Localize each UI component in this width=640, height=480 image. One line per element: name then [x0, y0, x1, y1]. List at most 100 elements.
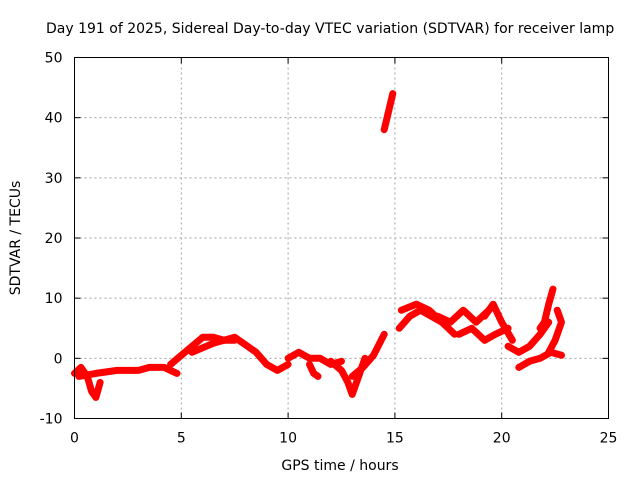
data-point-marker	[189, 349, 195, 356]
data-point-marker	[384, 111, 391, 118]
x-tick-label: 10	[279, 431, 297, 447]
data-point-marker	[225, 336, 232, 342]
data-point-marker	[388, 96, 395, 103]
data-point-marker	[219, 337, 226, 344]
data-point-marker	[373, 347, 380, 354]
data-point-marker	[95, 385, 102, 392]
data-point-marker	[381, 331, 388, 338]
data-point-marker	[385, 108, 392, 115]
y-tick-label: 40	[45, 111, 63, 127]
data-point-marker	[543, 310, 550, 317]
data-point-marker	[546, 298, 553, 305]
series-satellite-pass-12	[434, 306, 493, 326]
data-point-marker	[338, 358, 345, 365]
data-point-marker	[537, 325, 544, 332]
data-point-marker	[384, 114, 391, 121]
data-point-marker	[202, 343, 209, 350]
data-point-marker	[531, 356, 538, 363]
data-point-marker	[548, 292, 555, 299]
data-point-marker	[404, 304, 411, 311]
data-point-marker	[353, 379, 360, 386]
x-tick-label: 25	[600, 431, 618, 447]
data-point-marker	[86, 382, 93, 389]
data-point-marker	[529, 357, 536, 364]
data-point-marker	[556, 313, 563, 320]
series-satellite-pass-9	[380, 90, 397, 134]
y-tick-label: 30	[45, 171, 63, 187]
data-point-marker	[556, 325, 563, 332]
data-point-marker	[87, 385, 94, 392]
data-point-marker	[222, 336, 229, 343]
series-satellite-pass-6	[306, 360, 322, 380]
data-point-marker	[398, 307, 405, 314]
y-tick-label: 10	[45, 291, 63, 307]
y-tick-label: 50	[45, 51, 63, 67]
data-point-marker	[389, 93, 396, 100]
data-point-marker	[354, 376, 361, 383]
data-series	[71, 90, 565, 401]
data-point-marker	[545, 304, 551, 311]
y-tick-label: 20	[45, 231, 63, 247]
data-point-marker	[549, 289, 556, 296]
data-point-marker	[86, 379, 92, 386]
data-point-marker	[93, 391, 100, 398]
x-tick-label: 20	[493, 431, 511, 447]
data-point-marker	[386, 105, 393, 112]
series-satellite-pass-13	[455, 324, 512, 344]
y-tick-label: -10	[40, 412, 63, 428]
data-point-marker	[557, 316, 564, 323]
series-satellite-pass-4	[188, 333, 292, 374]
data-point-marker	[544, 307, 551, 314]
data-point-marker	[558, 319, 565, 326]
data-point-marker	[94, 388, 101, 395]
data-point-marker	[213, 339, 220, 346]
data-point-marker	[407, 303, 414, 310]
data-point-marker	[386, 102, 393, 109]
x-tick-label: 15	[386, 431, 404, 447]
data-point-marker	[541, 319, 548, 326]
data-point-marker	[377, 339, 384, 346]
data-point-marker	[285, 361, 292, 368]
data-point-marker	[555, 351, 562, 358]
data-point-marker	[216, 338, 223, 345]
x-tick-label: 0	[70, 431, 79, 447]
series-satellite-pass-18	[545, 306, 565, 356]
data-point-marker	[555, 310, 562, 317]
data-point-marker	[387, 99, 394, 106]
data-point-marker	[542, 313, 549, 320]
data-point-marker	[143, 365, 150, 372]
data-point-marker	[350, 388, 357, 395]
data-point-marker	[383, 117, 390, 124]
data-point-marker	[92, 394, 99, 401]
y-tick-label: 0	[54, 351, 63, 367]
data-point-marker	[545, 301, 552, 308]
data-point-marker	[210, 340, 217, 347]
data-point-marker	[174, 370, 180, 377]
data-point-marker	[557, 322, 564, 329]
data-point-marker	[349, 391, 356, 398]
data-point-marker	[552, 337, 559, 344]
x-axis-label: GPS time / hours	[281, 458, 398, 474]
data-point-marker	[205, 342, 211, 349]
data-point-marker	[401, 306, 408, 312]
series-satellite-pass-7	[327, 354, 369, 398]
data-point-marker	[542, 316, 549, 323]
y-axis-label: SDTVAR / TECUs	[8, 181, 24, 296]
data-point-marker	[554, 307, 561, 314]
data-point-marker	[210, 334, 217, 341]
data-point-marker	[344, 379, 351, 386]
data-point-marker	[550, 286, 556, 293]
series-satellite-pass-8	[348, 330, 388, 380]
series-satellite-pass-17	[536, 285, 557, 332]
data-point-marker	[140, 365, 147, 372]
data-point-marker	[509, 337, 516, 344]
x-tick-label: 5	[177, 431, 186, 447]
data-point-marker	[382, 120, 389, 127]
data-point-marker	[554, 331, 561, 338]
data-point-marker	[558, 352, 565, 359]
data-point-marker	[351, 385, 358, 392]
data-point-marker	[553, 334, 560, 341]
data-point-marker	[389, 90, 396, 97]
